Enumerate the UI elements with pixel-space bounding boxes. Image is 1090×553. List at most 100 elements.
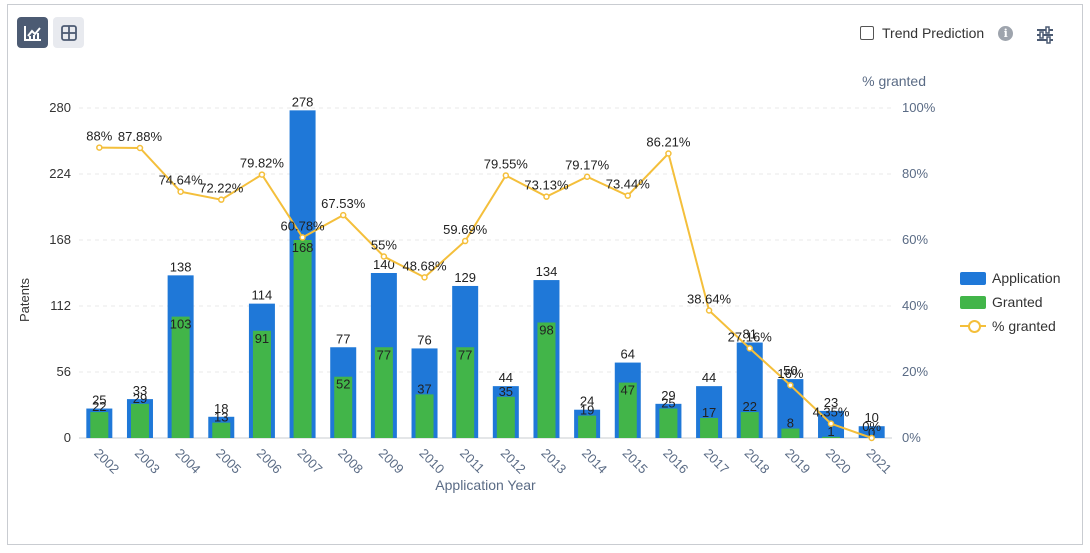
x-tick-label: 2006 bbox=[254, 446, 285, 477]
pct-granted-point bbox=[705, 307, 713, 314]
legend-swatch-granted bbox=[960, 295, 986, 309]
pct-granted-label: 87.88% bbox=[118, 129, 163, 144]
pct-granted-label: 55% bbox=[371, 238, 397, 253]
y2-tick-label: 60% bbox=[902, 232, 928, 247]
pct-granted-point bbox=[299, 234, 306, 241]
granted-bar bbox=[293, 240, 312, 438]
grid-icon bbox=[60, 24, 77, 41]
pct-granted-point bbox=[502, 172, 510, 179]
pct-granted-label: 48.68% bbox=[402, 258, 447, 273]
application-value-label: 29 bbox=[661, 388, 675, 403]
pct-granted-point bbox=[339, 211, 347, 219]
application-value-label: 44 bbox=[499, 370, 513, 385]
granted-value-label: 168 bbox=[292, 240, 314, 255]
legend-swatch-pct-granted bbox=[960, 319, 986, 333]
granted-value-label: 1 bbox=[827, 424, 834, 439]
granted-bar bbox=[334, 376, 353, 438]
y2-tick-label: 40% bbox=[902, 298, 928, 313]
trend-prediction-checkbox[interactable] bbox=[860, 26, 874, 40]
application-bar bbox=[777, 379, 804, 438]
application-value-label: 50 bbox=[783, 363, 797, 378]
granted-bar bbox=[252, 330, 271, 438]
legend-label-pct-granted: % granted bbox=[992, 318, 1056, 334]
application-bar bbox=[858, 426, 885, 438]
legend-item-pct-granted[interactable]: % granted bbox=[960, 314, 1061, 338]
pct-granted-label: 38.64% bbox=[687, 291, 732, 306]
y-tick-label: 224 bbox=[49, 166, 71, 181]
legend-label-granted: Granted bbox=[992, 294, 1043, 310]
granted-bar bbox=[781, 428, 800, 438]
pct-granted-point bbox=[665, 150, 672, 157]
granted-value-label: 77 bbox=[458, 347, 472, 362]
application-value-label: 134 bbox=[536, 264, 558, 279]
table-view-button[interactable] bbox=[53, 17, 84, 48]
pct-granted-point bbox=[583, 173, 591, 180]
pct-granted-point bbox=[96, 144, 103, 151]
pct-granted-label: 72.22% bbox=[199, 181, 244, 196]
chart-icon bbox=[23, 25, 41, 41]
pct-granted-label: 73.44% bbox=[606, 177, 651, 192]
pct-granted-line bbox=[99, 146, 873, 439]
granted-value-label: 52 bbox=[336, 377, 350, 392]
x-tick-label: 2014 bbox=[579, 446, 610, 477]
x-tick-label: 2013 bbox=[538, 446, 569, 477]
x-tick-label: 2002 bbox=[91, 446, 122, 477]
application-value-label: 44 bbox=[702, 370, 716, 385]
pct-granted-label: 79.17% bbox=[565, 158, 610, 173]
granted-value-label: 77 bbox=[377, 347, 391, 362]
pct-granted-point bbox=[624, 192, 632, 199]
granted-bar bbox=[90, 412, 109, 438]
pct-granted-point bbox=[177, 188, 184, 195]
granted-value-label: 35 bbox=[499, 384, 513, 399]
info-icon[interactable]: i bbox=[998, 25, 1014, 41]
x-tick-label: 2010 bbox=[416, 446, 447, 477]
y2-axis-title: % granted bbox=[862, 73, 926, 89]
legend-item-granted[interactable]: Granted bbox=[960, 290, 1061, 314]
x-tick-label: 2009 bbox=[376, 446, 407, 477]
pct-granted-point bbox=[218, 196, 225, 203]
granted-bar bbox=[374, 347, 393, 438]
trend-prediction-toggle[interactable]: Trend Prediction i bbox=[860, 24, 1014, 42]
application-value-label: 76 bbox=[417, 332, 431, 347]
application-value-label: 138 bbox=[170, 259, 192, 274]
application-value-label: 24 bbox=[580, 394, 594, 409]
granted-value-label: 22 bbox=[742, 399, 756, 414]
pct-granted-point bbox=[258, 171, 266, 178]
y2-tick-label: 0% bbox=[902, 430, 921, 445]
granted-bar bbox=[537, 322, 556, 438]
legend-item-application[interactable]: Application bbox=[960, 266, 1061, 290]
x-tick-label: 2005 bbox=[213, 446, 244, 477]
x-axis-title: Application Year bbox=[435, 477, 536, 493]
pct-granted-point bbox=[868, 434, 875, 442]
pct-granted-label: 4.35% bbox=[813, 405, 850, 420]
granted-bar bbox=[212, 422, 231, 438]
x-tick-label: 2004 bbox=[173, 446, 204, 477]
granted-bar bbox=[740, 412, 759, 438]
granted-value-label: 0 bbox=[868, 425, 875, 440]
pct-granted-label: 0% bbox=[862, 419, 881, 434]
y2-tick-label: 80% bbox=[902, 166, 928, 181]
granted-value-label: 19 bbox=[580, 403, 594, 418]
legend-swatch-application bbox=[960, 271, 986, 285]
granted-value-label: 98 bbox=[539, 323, 553, 338]
application-value-label: 64 bbox=[621, 347, 635, 362]
application-value-label: 77 bbox=[336, 331, 350, 346]
pct-granted-point bbox=[543, 193, 550, 200]
pct-granted-label: 59.69% bbox=[443, 222, 488, 237]
y-tick-label: 168 bbox=[49, 232, 71, 247]
granted-bar bbox=[578, 415, 597, 438]
y-axis-title: Patents bbox=[17, 277, 32, 322]
settings-button[interactable] bbox=[1035, 25, 1055, 45]
granted-bar bbox=[130, 403, 149, 438]
application-value-label: 278 bbox=[292, 94, 314, 109]
granted-bar bbox=[618, 382, 637, 438]
pct-granted-label: 60.78% bbox=[281, 218, 326, 233]
pct-granted-label: 16% bbox=[777, 366, 803, 381]
granted-bar bbox=[171, 316, 190, 438]
granted-bar bbox=[456, 347, 475, 438]
chart-view-button[interactable] bbox=[17, 17, 48, 48]
x-tick-label: 2021 bbox=[864, 446, 895, 477]
granted-bar bbox=[659, 408, 678, 438]
granted-value-label: 8 bbox=[787, 416, 794, 431]
application-value-label: 81 bbox=[742, 327, 756, 342]
